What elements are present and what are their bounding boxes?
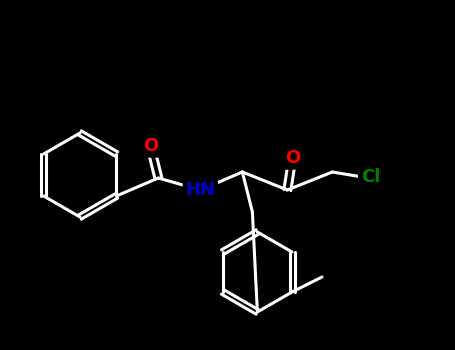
Text: O: O: [285, 149, 300, 167]
Text: Cl: Cl: [361, 168, 380, 186]
Text: O: O: [143, 137, 158, 155]
Text: HN: HN: [185, 181, 215, 199]
